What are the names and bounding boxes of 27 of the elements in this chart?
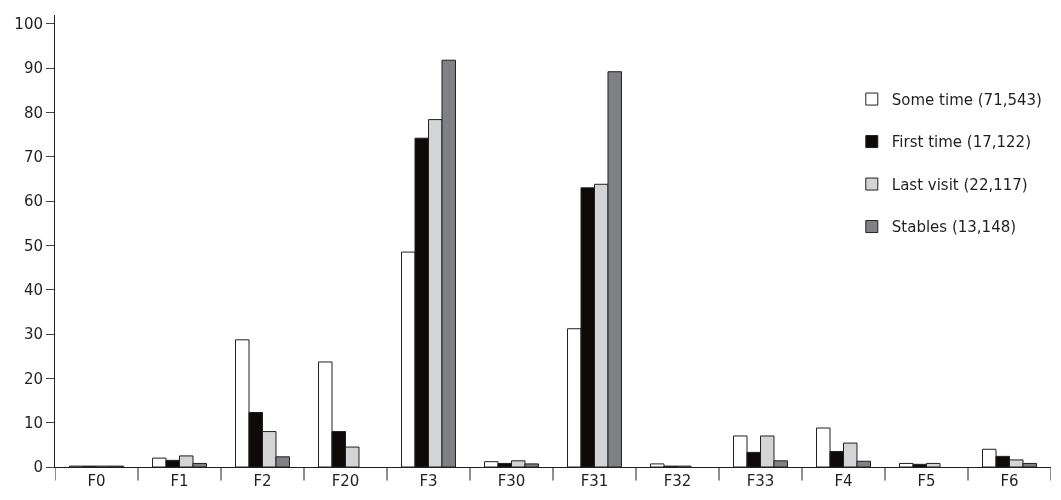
x-tick-label: F6 xyxy=(1000,472,1019,490)
y-tick-label: 60 xyxy=(23,192,43,211)
y-tick-label: 30 xyxy=(23,325,43,344)
y-tick-label: 80 xyxy=(23,103,43,122)
x-tick-label: F31 xyxy=(580,472,609,490)
y-tick-label: 10 xyxy=(23,413,43,432)
legend-label: Some time (71,543) xyxy=(891,90,1042,109)
x-tick-label: F1 xyxy=(170,472,189,490)
x-tick-label: F0 xyxy=(87,472,106,490)
y-tick-label: 50 xyxy=(23,236,43,255)
x-tick-label: F5 xyxy=(917,472,936,490)
y-tick-label: 40 xyxy=(23,281,43,299)
y-tick-label: 100 xyxy=(14,15,43,34)
y-tick-label: 90 xyxy=(23,59,43,78)
x-tick-label: F33 xyxy=(746,472,775,490)
legend-label: Stables (13,148) xyxy=(891,218,1017,237)
x-tick-label: F20 xyxy=(331,472,360,490)
x-tick-label: F3 xyxy=(419,472,438,490)
legend-label: First time (17,122) xyxy=(891,133,1031,152)
y-tick-label: 20 xyxy=(23,369,43,388)
x-tick-label: F4 xyxy=(834,472,853,490)
x-tick-label: F30 xyxy=(497,472,526,490)
x-tick-label: F2 xyxy=(253,472,272,490)
y-tick-label: 0 xyxy=(33,458,43,477)
y-tick-label: 70 xyxy=(23,148,43,167)
legend-label: Last visit (22,117) xyxy=(891,175,1028,194)
x-tick-label: F32 xyxy=(663,472,692,490)
